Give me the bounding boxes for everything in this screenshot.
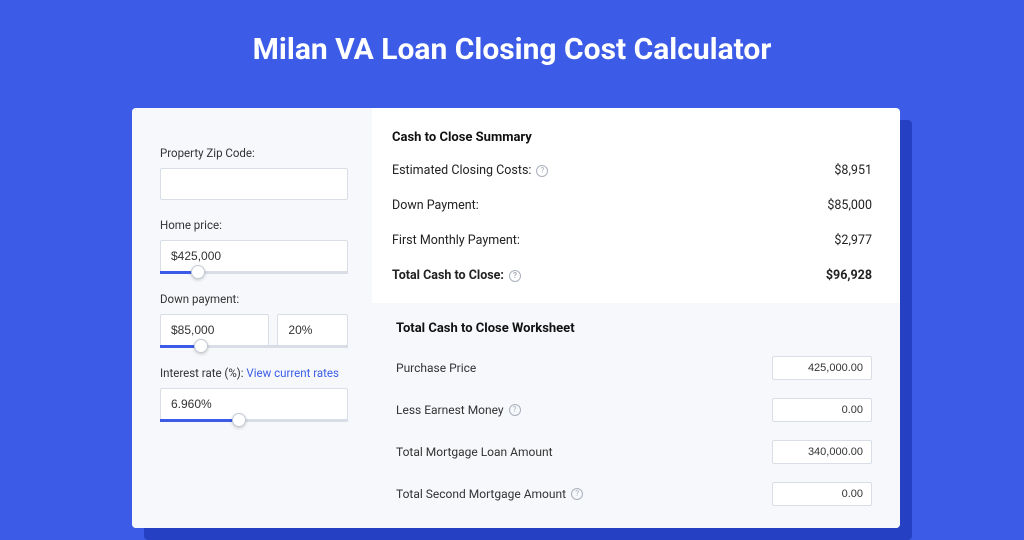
worksheet-row: Total Mortgage Loan Amount	[396, 440, 872, 464]
results-panel: Cash to Close Summary Estimated Closing …	[372, 108, 900, 528]
worksheet-row: Purchase Price	[396, 356, 872, 380]
worksheet-list: Purchase Price Less Earnest Money? Total M…	[396, 356, 872, 506]
help-icon[interactable]: ?	[509, 270, 521, 282]
worksheet-row-input[interactable]	[772, 440, 872, 464]
down-payment-label: Down payment:	[160, 292, 348, 306]
home-price-label: Home price:	[160, 218, 348, 232]
down-payment-slider[interactable]	[160, 345, 348, 348]
worksheet-row-label-text: Less Earnest Money	[396, 403, 504, 417]
down-payment-pct-input[interactable]	[277, 314, 348, 346]
rate-label-text: Interest rate (%):	[160, 366, 246, 380]
input-panel: Property Zip Code: Home price: Down paym…	[132, 108, 372, 528]
worksheet-panel: Total Cash to Close Worksheet Purchase P…	[372, 303, 900, 528]
worksheet-row-label: Less Earnest Money?	[396, 403, 521, 417]
summary-title: Cash to Close Summary	[392, 130, 872, 145]
summary-row: Down Payment: $85,000	[392, 198, 872, 213]
worksheet-row-label: Purchase Price	[396, 361, 476, 375]
summary-row-value: $96,928	[826, 268, 872, 283]
rate-label: Interest rate (%): View current rates	[160, 366, 348, 380]
zip-label: Property Zip Code:	[160, 146, 348, 160]
summary-row-label-text: First Monthly Payment:	[392, 233, 520, 248]
summary-row-label-text: Estimated Closing Costs:	[392, 163, 531, 178]
summary-row-label: First Monthly Payment:	[392, 233, 520, 248]
worksheet-row-label-text: Total Second Mortgage Amount	[396, 487, 566, 501]
page-title: Milan VA Loan Closing Cost Calculator	[0, 0, 1024, 91]
summary-row: Estimated Closing Costs:? $8,951	[392, 163, 872, 178]
slider-fill	[160, 419, 239, 422]
worksheet-row-input[interactable]	[772, 482, 872, 506]
summary-row-label-text: Down Payment:	[392, 198, 479, 213]
zip-field-group: Property Zip Code:	[160, 146, 348, 200]
zip-input[interactable]	[160, 168, 348, 200]
summary-row: Total Cash to Close:? $96,928	[392, 268, 872, 283]
down-payment-field-group: Down payment:	[160, 292, 348, 348]
summary-row-label: Down Payment:	[392, 198, 479, 213]
slider-track	[160, 271, 348, 274]
worksheet-title: Total Cash to Close Worksheet	[396, 321, 872, 336]
help-icon[interactable]: ?	[571, 488, 583, 500]
worksheet-row-label-text: Total Mortgage Loan Amount	[396, 445, 553, 459]
summary-row-value: $2,977	[834, 233, 872, 248]
summary-row-label: Estimated Closing Costs:?	[392, 163, 548, 178]
summary-row-value: $85,000	[827, 198, 872, 213]
slider-thumb[interactable]	[194, 339, 208, 353]
home-price-input[interactable]	[160, 240, 348, 272]
summary-row-value: $8,951	[834, 163, 872, 178]
help-icon[interactable]: ?	[536, 165, 548, 177]
worksheet-row: Less Earnest Money?	[396, 398, 872, 422]
summary-row: First Monthly Payment: $2,977	[392, 233, 872, 248]
view-rates-link[interactable]: View current rates	[246, 366, 339, 380]
home-price-slider[interactable]	[160, 271, 348, 274]
rate-field-group: Interest rate (%): View current rates	[160, 366, 348, 422]
slider-thumb[interactable]	[191, 265, 205, 279]
rate-input[interactable]	[160, 388, 348, 420]
worksheet-row-label-text: Purchase Price	[396, 361, 476, 375]
summary-row-label: Total Cash to Close:?	[392, 268, 521, 283]
worksheet-row-input[interactable]	[772, 398, 872, 422]
home-price-field-group: Home price:	[160, 218, 348, 274]
slider-thumb[interactable]	[232, 413, 246, 427]
worksheet-row-label: Total Second Mortgage Amount?	[396, 487, 583, 501]
summary-row-label-text: Total Cash to Close:	[392, 268, 504, 283]
worksheet-row-input[interactable]	[772, 356, 872, 380]
help-icon[interactable]: ?	[509, 404, 521, 416]
down-payment-input[interactable]	[160, 314, 269, 346]
rate-slider[interactable]	[160, 419, 348, 422]
slider-track	[160, 345, 348, 348]
summary-list: Estimated Closing Costs:? $8,951 Down Paym…	[392, 163, 872, 283]
worksheet-row: Total Second Mortgage Amount?	[396, 482, 872, 506]
calculator-card-wrap: Property Zip Code: Home price: Down paym…	[132, 108, 900, 528]
slider-track	[160, 419, 348, 422]
worksheet-row-label: Total Mortgage Loan Amount	[396, 445, 553, 459]
calculator-card: Property Zip Code: Home price: Down paym…	[132, 108, 900, 528]
